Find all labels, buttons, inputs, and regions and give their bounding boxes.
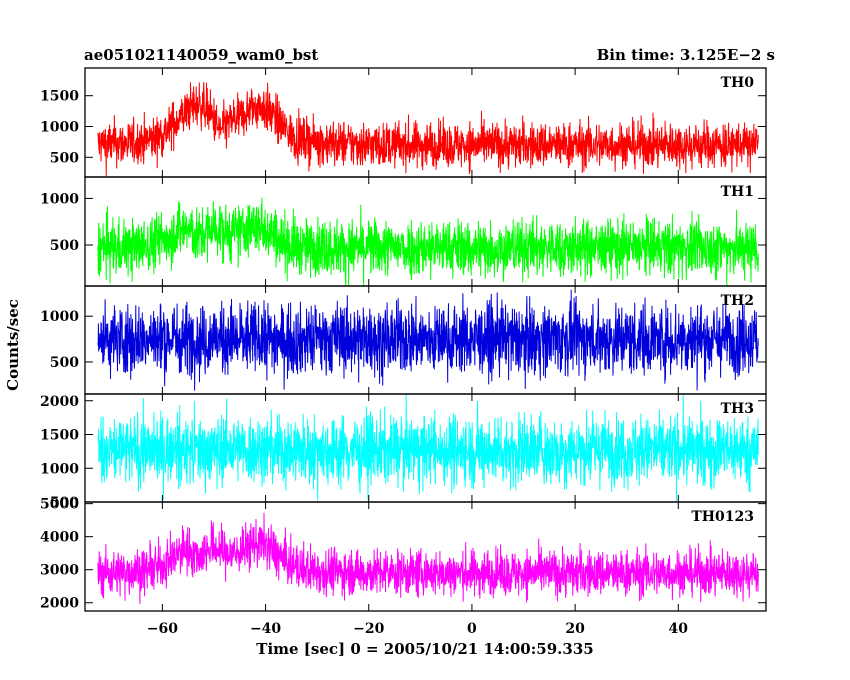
- x-tick-label: 20: [565, 621, 585, 637]
- y-tick-label: 5000: [40, 497, 79, 513]
- x-tick-label: 40: [669, 621, 689, 637]
- chart-title-right: Bin time: 3.125E−2 s: [597, 46, 775, 64]
- panel-th0123: 2000 3000 4000 5000 TH0123: [40, 497, 767, 612]
- y-tick-label: 3000: [40, 563, 79, 579]
- series-line-th0123: [97, 512, 759, 604]
- chart-title-left: ae051021140059_wam0_bst: [84, 46, 318, 64]
- series-line-th0: [97, 81, 759, 177]
- x-axis-label: Time [sec] 0 = 2005/10/21 14:00:59.335: [256, 640, 593, 658]
- panel-label-th0: TH0: [721, 75, 755, 91]
- series-line-th1: [97, 197, 759, 286]
- x-tick-label: −20: [353, 621, 384, 637]
- panel-th0: 500 1000 1500 TH0: [40, 67, 767, 178]
- series-line-th3: [97, 394, 759, 501]
- y-tick-label: 4000: [40, 530, 79, 546]
- y-tick-label: 2000: [40, 596, 79, 612]
- y-tick-label: 500: [50, 238, 79, 254]
- y-tick-label: 1000: [40, 309, 79, 325]
- panel-frame: [84, 501, 767, 612]
- y-tick-label: 1000: [40, 461, 79, 477]
- panel-th2: 500 1000 TH2: [40, 285, 767, 395]
- y-axis-label: Counts/sec: [4, 299, 22, 391]
- y-tick-label: 500: [50, 150, 79, 166]
- y-tick-label: 1500: [40, 428, 79, 444]
- y-tick-label: 1000: [40, 191, 79, 207]
- y-tick-label: 1000: [40, 120, 79, 136]
- panels-group: 500 1000 1500 TH0 500 1000 TH1 500 1000 TH2 500 100…: [40, 67, 767, 637]
- x-tick-label: −60: [147, 621, 178, 637]
- panel-label-th3: TH3: [721, 401, 754, 417]
- x-tick-label: −40: [250, 621, 281, 637]
- y-tick-label: 500: [50, 495, 79, 511]
- panel-th3: 500 1000 1500 2000 TH3: [40, 393, 767, 511]
- panel-label-th1: TH1: [721, 184, 754, 200]
- x-tick-label: 0: [467, 621, 477, 637]
- panel-label-th0123: TH0123: [691, 509, 754, 525]
- panel-label-th2: TH2: [721, 293, 754, 309]
- panel-th1: 500 1000 TH1: [40, 176, 767, 287]
- series-line-th2: [97, 289, 759, 391]
- y-tick-label: 1500: [40, 89, 79, 105]
- y-tick-label: 2000: [40, 394, 79, 410]
- y-tick-label: 500: [50, 355, 79, 371]
